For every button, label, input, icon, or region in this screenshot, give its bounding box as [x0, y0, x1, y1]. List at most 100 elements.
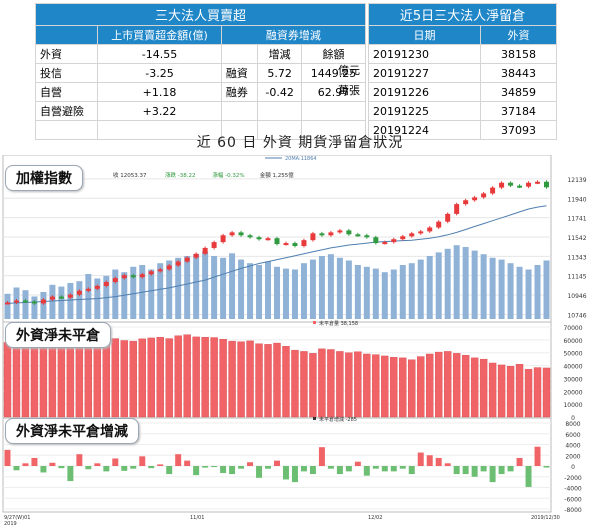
- oi-bar: [30, 341, 39, 418]
- y-tick-label: 6000: [565, 432, 580, 439]
- change-bar: [157, 464, 164, 466]
- change-bar: [238, 466, 245, 469]
- value-cell: 38443: [480, 63, 557, 83]
- volume-bar: [318, 256, 325, 319]
- margin-label: 融券: [220, 82, 259, 102]
- candle-body: [292, 243, 298, 246]
- oi-bar: [524, 369, 533, 418]
- candle-body: [301, 240, 307, 246]
- candle-body: [337, 230, 343, 233]
- candle-body: [40, 299, 46, 304]
- change-bar: [103, 466, 110, 472]
- change-bar: [525, 466, 532, 487]
- candle-body: [400, 236, 406, 240]
- oi-bar: [192, 336, 200, 418]
- chg-legend-swatch: [313, 417, 316, 420]
- candle-body: [202, 247, 208, 254]
- volume-bar: [471, 250, 478, 319]
- candle-body: [238, 232, 244, 236]
- y-tick-label: 20000: [563, 389, 582, 396]
- change-bar: [274, 460, 280, 466]
- price-info: 金額 1,255億: [260, 171, 294, 179]
- change-bar: [184, 460, 191, 466]
- change-bar: [282, 466, 289, 480]
- row-label: 外資: [34, 44, 99, 64]
- x-tick-label: 9/27(W)01 2019: [4, 515, 30, 527]
- volume-bar: [265, 261, 272, 319]
- chart-title: 近 60 日 外資 期貨淨留倉狀況: [196, 135, 404, 151]
- change-bar: [390, 466, 397, 472]
- oi-bar: [488, 362, 497, 418]
- change-bar: [498, 466, 505, 475]
- change-bar: [229, 466, 236, 475]
- y-tick-label: 2000: [565, 453, 580, 460]
- change-bar: [534, 446, 541, 466]
- volume-bar: [453, 245, 460, 319]
- y-tick-label: 11343: [567, 254, 586, 261]
- oi-bar: [57, 341, 66, 418]
- y-tick-label: 40000: [563, 364, 582, 371]
- change-bar: [67, 466, 74, 482]
- value-cell: 38158: [480, 44, 557, 64]
- candle-body: [508, 182, 514, 186]
- margin-unit: 萬張: [338, 84, 360, 97]
- oi-bar: [399, 357, 407, 418]
- volume-bar: [507, 263, 514, 319]
- candle-body: [94, 285, 100, 289]
- volume-bar: [282, 268, 289, 319]
- candle-body: [184, 257, 190, 262]
- oi-bar: [291, 349, 299, 418]
- change-bar: [516, 457, 523, 466]
- change-bar: [256, 466, 263, 478]
- change-bar: [265, 466, 272, 469]
- oi-bar: [219, 339, 227, 418]
- volume-bar: [489, 257, 496, 319]
- oi-legend-swatch: [313, 321, 316, 324]
- oi-bar: [138, 338, 146, 418]
- change-bar: [300, 466, 307, 472]
- volume-bar: [85, 274, 92, 319]
- date-cell: 20191227: [367, 63, 482, 83]
- y-tick-label: 11145: [567, 274, 586, 281]
- volume-bar: [309, 259, 316, 319]
- ma20-line: [7, 205, 547, 304]
- oi-bar: [66, 342, 75, 418]
- oi-bar: [354, 351, 362, 418]
- candle-body: [229, 232, 235, 236]
- volume-bar: [49, 284, 56, 319]
- candle-body: [76, 290, 82, 295]
- change-bar: [94, 463, 101, 466]
- oi-bar: [21, 342, 30, 418]
- margin-unit: 億元: [338, 64, 360, 77]
- candle-body: [4, 302, 10, 305]
- y-tick-label: 0: [571, 464, 575, 471]
- oi-bar: [201, 337, 209, 418]
- oi-bar: [75, 341, 84, 418]
- change-bar: [121, 466, 128, 471]
- volume-bar: [175, 257, 182, 319]
- change-bar: [318, 447, 325, 466]
- row-value: +1.18: [97, 82, 222, 102]
- change-bar: [76, 454, 83, 466]
- change-bar: [193, 466, 200, 476]
- volume-bar: [390, 269, 397, 319]
- candle-body: [346, 230, 352, 235]
- y-tick-label: 12139: [567, 177, 586, 184]
- change-bar: [444, 463, 451, 466]
- change-bar: [175, 454, 182, 466]
- oi-bar: [408, 359, 416, 418]
- date-header: 日期: [367, 25, 482, 45]
- change-bar: [166, 466, 173, 475]
- oi-bar: [129, 340, 137, 418]
- change-bar: [345, 466, 352, 472]
- change-bar: [363, 466, 370, 476]
- oi-bar: [318, 348, 326, 418]
- volume-bar: [148, 269, 155, 319]
- volume-bar: [193, 254, 200, 319]
- price-panel-label: 加權指數: [5, 165, 83, 191]
- oi-bar: [273, 342, 281, 418]
- volume-bar: [291, 269, 298, 319]
- oi-bar: [12, 343, 21, 418]
- volume-bar: [184, 256, 191, 319]
- date-cell: 20191230: [367, 44, 482, 64]
